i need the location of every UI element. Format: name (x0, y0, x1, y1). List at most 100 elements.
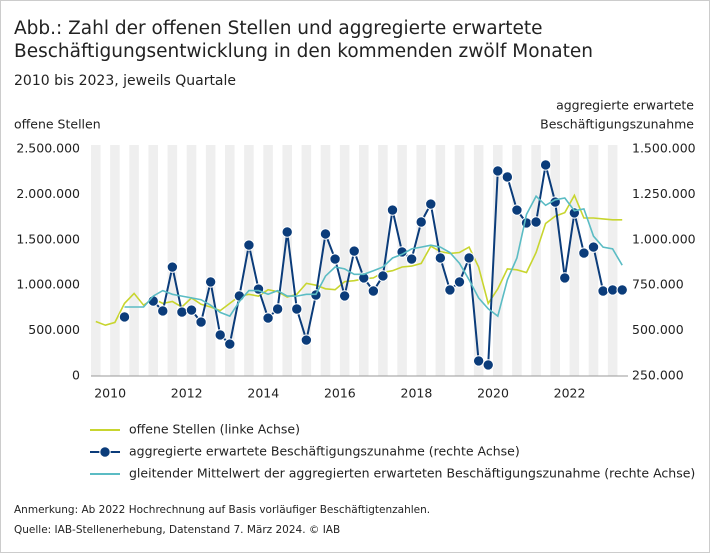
stripe (129, 145, 139, 376)
data-point (358, 272, 370, 284)
y2-tick-label: 250.000 (632, 368, 684, 383)
footnote: Anmerkung: Ab 2022 Hochrechnung auf Basi… (14, 504, 430, 516)
data-point (453, 276, 466, 288)
y2-tick-label: 1.500.000 (632, 141, 696, 156)
stripe (397, 145, 407, 376)
data-point (281, 226, 293, 238)
data-point (262, 312, 274, 324)
data-point (501, 171, 514, 183)
data-point (606, 284, 619, 296)
stripe (148, 145, 158, 376)
stripe (263, 145, 273, 376)
footnote: Quelle: IAB-Stellenerhebung, Datenstand … (14, 524, 340, 536)
stripe (320, 145, 331, 376)
series-line (152, 164, 623, 367)
data-point (243, 239, 255, 251)
data-point (539, 159, 552, 171)
stripe (282, 145, 292, 376)
stripe (473, 145, 484, 376)
legend-marker (99, 446, 111, 458)
data-point (233, 290, 246, 302)
data-point (492, 165, 504, 177)
data-point (511, 204, 523, 216)
stripe (512, 145, 522, 376)
data-point (386, 204, 399, 216)
stripe (301, 145, 312, 376)
x-tick-label: 2012 (171, 386, 203, 401)
y2-axis-title: aggregierte erwartete (556, 98, 694, 113)
stripe (378, 145, 388, 376)
stripe (416, 145, 426, 376)
data-point (271, 303, 284, 315)
y-axis-title: offene Stellen (14, 117, 101, 132)
stripe (186, 145, 197, 376)
data-point (157, 305, 169, 317)
stripe (550, 145, 560, 376)
chart-title: Abb.: Zahl der offenen Stellen und aggre… (14, 18, 543, 39)
series-line (124, 194, 623, 318)
x-tick-label: 2014 (247, 386, 279, 401)
legend-label: gleitender Mittelwert der aggregierten e… (129, 466, 695, 481)
data-point (520, 217, 533, 229)
stripe (205, 145, 216, 376)
data-point (329, 253, 341, 265)
y2-tick-label: 1.000.000 (632, 231, 696, 246)
data-point (300, 334, 313, 346)
data-point (425, 198, 437, 210)
y2-tick-label: 500.000 (632, 322, 684, 337)
legend-label: aggregierte erwartete Beschäftigungszuna… (129, 444, 520, 459)
data-point (166, 261, 179, 273)
data-point (377, 270, 389, 282)
data-point (597, 285, 609, 297)
x-tick-label: 2020 (477, 386, 509, 401)
data-point (405, 253, 418, 265)
data-point (195, 316, 207, 328)
chart-subtitle: 2010 bis 2023, jeweils Quartale (14, 73, 236, 89)
stripe (493, 145, 503, 376)
stripe (167, 145, 178, 376)
legend-label: offene Stellen (linke Achse) (129, 422, 300, 437)
stripe (339, 145, 350, 376)
data-point (348, 245, 360, 257)
data-point (176, 306, 188, 318)
y-tick-label: 0 (72, 368, 80, 383)
data-point (367, 285, 380, 297)
y2-axis-title: Beschäftigungszunahme (540, 117, 694, 132)
y-tick-label: 500.000 (28, 322, 80, 337)
data-point (204, 276, 217, 288)
data-point (587, 241, 600, 253)
stripe (110, 145, 120, 376)
data-point (291, 303, 303, 315)
y-tick-label: 1.000.000 (16, 277, 80, 292)
data-point (185, 304, 198, 316)
stripe (531, 145, 541, 376)
y-tick-label: 1.500.000 (16, 231, 80, 246)
stripe (607, 145, 618, 376)
stripe (359, 145, 369, 376)
x-tick-label: 2018 (401, 386, 433, 401)
x-tick-label: 2022 (554, 386, 586, 401)
y-tick-label: 2.000.000 (16, 186, 80, 201)
stripe (569, 145, 580, 376)
data-point (578, 247, 590, 259)
y2-tick-label: 1.250.000 (632, 186, 696, 201)
data-point (559, 272, 571, 284)
x-tick-label: 2016 (324, 386, 356, 401)
data-point (463, 252, 475, 264)
data-point (616, 284, 628, 296)
data-point (444, 284, 456, 296)
stripe (244, 145, 254, 376)
data-point (214, 329, 226, 341)
y-tick-label: 2.500.000 (16, 141, 80, 156)
data-point (482, 359, 494, 371)
stripe (588, 145, 599, 376)
stripe (454, 145, 465, 376)
data-point (434, 252, 447, 264)
data-point (415, 216, 427, 228)
chart-title: Beschäftigungsentwicklung in den kommend… (14, 41, 593, 62)
stripe (91, 145, 101, 376)
data-point (118, 311, 131, 323)
data-point (472, 355, 485, 367)
data-point (338, 290, 351, 302)
